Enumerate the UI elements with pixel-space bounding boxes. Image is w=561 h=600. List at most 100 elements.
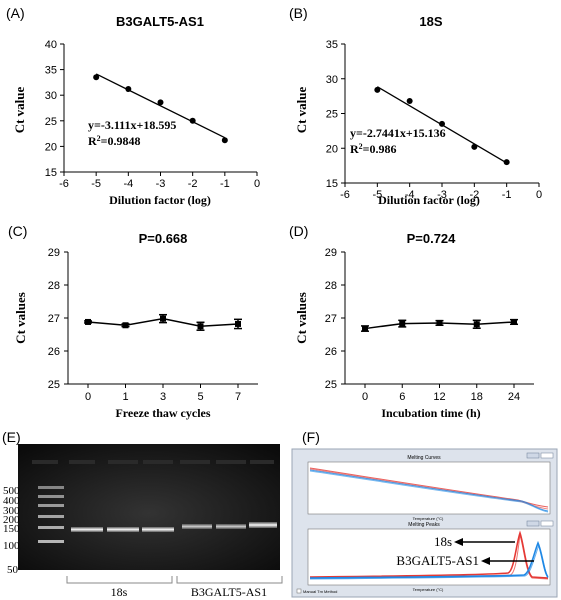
data-point: [439, 120, 445, 127]
x-tick-label: -1: [220, 178, 230, 190]
data-point: [362, 325, 368, 332]
melting-curves: [309, 467, 549, 513]
bottom-plot-title: Melting Peaks: [408, 522, 440, 528]
data-point: [235, 320, 241, 327]
data-point: [197, 323, 204, 330]
band-18s-3: [142, 527, 174, 532]
x-tick-label: 18: [471, 391, 483, 403]
data-point: [157, 99, 164, 106]
y-axis-label: Ct values: [13, 292, 28, 344]
data-point: [503, 159, 510, 166]
data-points: [362, 318, 517, 332]
y-tick-label: 25: [48, 379, 60, 391]
top-plot-button[interactable]: [540, 452, 554, 459]
y-tick-label: 29: [48, 247, 60, 259]
x-tick-label: -6: [340, 189, 350, 201]
x-tick-label: -3: [156, 178, 166, 190]
bottom-plot-button[interactable]: [540, 520, 554, 527]
r-squared-value: =0.986: [363, 142, 397, 156]
x-tick-label: 6: [399, 391, 405, 403]
band-18s-1: [71, 527, 103, 532]
x-axis-label: Dilution factor (log): [109, 193, 211, 207]
top-x-axis-label: Temperature (°C): [413, 516, 444, 521]
regression-line: [95, 73, 226, 139]
bottom-plot-button[interactable]: [526, 520, 540, 527]
data-point: [436, 319, 443, 326]
ladder-label: 150: [3, 523, 20, 535]
y-tick-label: 28: [48, 280, 60, 292]
chart-title: B3GALT5-AS1: [116, 14, 204, 29]
y-tick-label: 30: [45, 90, 57, 102]
group-label-18s: 18s: [111, 585, 128, 599]
y-tick-label: 26: [325, 346, 337, 358]
x-axis: -6 -5 -4 -3 -2 -1 0: [340, 182, 542, 201]
arrow-label-18s: 18s: [434, 534, 452, 549]
y-axis-label: Ct value: [12, 86, 27, 133]
y-tick-label: 40: [45, 39, 57, 51]
fit-equation: y=-2.7441x+15.136: [350, 126, 446, 140]
x-tick-label: 5: [197, 391, 203, 403]
ladder-label: 50: [7, 564, 19, 576]
band-b3galt5-3: [249, 522, 277, 528]
ladder-label: 500: [3, 485, 20, 497]
band-b3galt5-2: [216, 524, 246, 529]
ladder-labels: 500 400 300 200 150 100 50: [3, 485, 20, 576]
x-axis: 0 1 3 5 7: [68, 383, 258, 403]
arrowhead-18s: [454, 538, 463, 546]
y-tick-label: 28: [325, 280, 337, 292]
manual-tm-label: Manual Tm Method: [303, 589, 337, 594]
data-points: [85, 315, 241, 330]
data-point: [473, 321, 480, 328]
chart-panel-d: (D) P=0.724 25 26 27 28 29 0 6 12 18 24 Ct value…: [289, 223, 534, 420]
x-tick-label: 0: [85, 391, 91, 403]
y-axis: 25 26 27 28 29: [48, 247, 69, 391]
ladder-label: 300: [3, 505, 20, 517]
data-point: [125, 86, 132, 93]
data-point: [85, 318, 91, 325]
y-axis: 25 26 27 28 29: [325, 247, 346, 391]
x-tick-label: 3: [160, 391, 166, 403]
x-tick-label: 0: [536, 189, 542, 201]
y-tick-label: 25: [326, 109, 338, 121]
data-point: [399, 320, 406, 327]
arrowhead-b3galt5: [481, 557, 490, 565]
fit-equation: y=-3.111x+18.595: [88, 118, 176, 132]
x-tick-label: 1: [122, 391, 128, 403]
melt-panel: (F) Melting Curves Temperature (°C) Melt…: [291, 429, 558, 598]
group-bracket-b3galt5: [176, 576, 283, 584]
x-tick-label: 0: [254, 178, 260, 190]
chart-title: P=0.668: [139, 231, 188, 246]
y-tick-label: 15: [326, 178, 338, 190]
manual-tm-checkbox[interactable]: [296, 588, 302, 594]
band-18s-2: [107, 527, 139, 532]
ladder-label: 100: [3, 540, 20, 552]
panel-letter-b: (B): [289, 5, 308, 21]
panel-letter-a: (A): [6, 5, 25, 21]
chart-title: P=0.724: [407, 231, 457, 246]
x-tick-label: -5: [372, 189, 382, 201]
melting-peaks: [309, 530, 549, 580]
panel-letter-e: (E): [2, 429, 21, 445]
x-tick-label: -4: [405, 189, 415, 201]
data-point: [221, 137, 228, 144]
data-point: [511, 318, 517, 325]
data-point: [189, 117, 196, 124]
y-axis: 15 20 25 30 35: [326, 39, 346, 190]
r-squared-label: R: [350, 142, 359, 156]
dna-ladder: [38, 486, 64, 543]
x-axis-label: Dilution factor (log): [378, 193, 480, 207]
r-squared-label: R: [88, 134, 97, 148]
x-axis: 0 6 12 18 24: [345, 383, 534, 403]
x-tick-label: 7: [235, 391, 241, 403]
top-plot-button[interactable]: [526, 452, 540, 459]
group-bracket-18s: [66, 576, 173, 584]
y-tick-label: 29: [325, 247, 337, 259]
y-tick-label: 15: [45, 167, 57, 179]
x-tick-label: 12: [433, 391, 445, 403]
data-point: [374, 86, 381, 93]
chart-title: 18S: [419, 14, 442, 29]
panel-letter-c: (C): [8, 223, 27, 239]
x-axis: -6 -5 -4 -3 -2 -1 0: [59, 171, 260, 190]
data-point: [406, 97, 413, 104]
